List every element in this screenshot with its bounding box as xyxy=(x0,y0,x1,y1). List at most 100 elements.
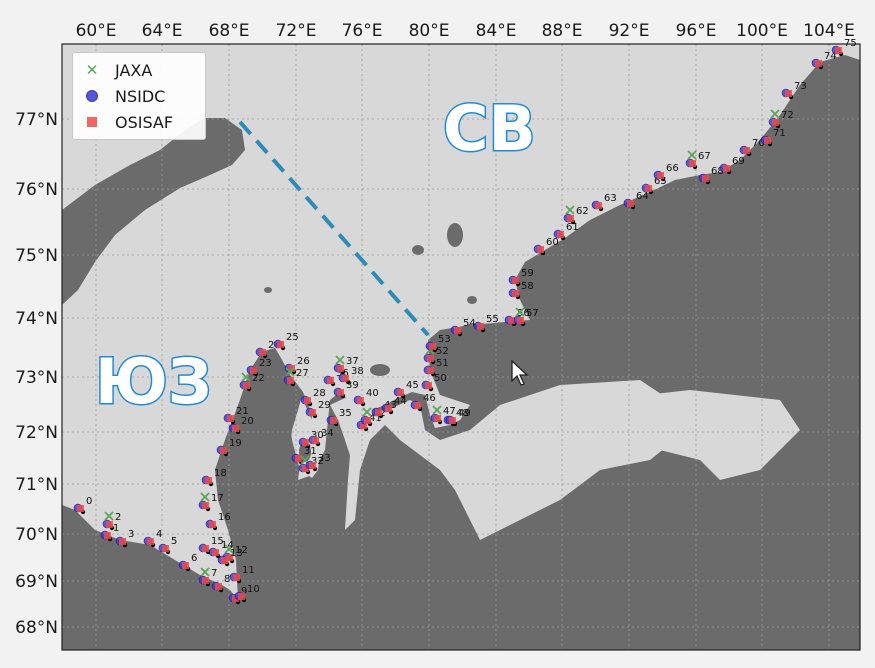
station-number-label: 31 xyxy=(304,446,317,457)
jaxa-marker xyxy=(362,407,372,417)
osisaf-marker xyxy=(302,465,309,472)
osisaf-marker xyxy=(427,367,434,374)
station-number-label: 21 xyxy=(236,406,249,417)
osisaf-marker xyxy=(147,538,154,545)
station-number-label: 58 xyxy=(521,281,534,292)
osisaf-marker xyxy=(232,425,239,432)
station-number-label: 38 xyxy=(351,366,364,377)
station-number-label: 65 xyxy=(654,176,667,187)
osisaf-marker xyxy=(312,437,319,444)
jaxa-marker xyxy=(285,367,295,377)
station-number-label: 71 xyxy=(773,128,786,139)
osisaf-marker xyxy=(243,382,250,389)
osisaf-marker xyxy=(537,246,544,253)
river-estuary xyxy=(520,390,800,480)
station-number-label: 57 xyxy=(526,308,539,319)
station-number-label: 75 xyxy=(844,38,857,49)
island xyxy=(370,364,390,376)
station-number-label: 70 xyxy=(752,138,765,149)
osisaf-marker xyxy=(567,215,574,222)
station-number-label: 56 xyxy=(517,308,530,319)
osisaf-marker xyxy=(106,521,113,528)
station-number-label: 6 xyxy=(191,553,197,564)
station-number-label: 12 xyxy=(235,545,248,556)
osisaf-marker xyxy=(212,549,219,556)
island xyxy=(654,205,666,211)
station-number-label: 9 xyxy=(241,586,247,597)
osisaf-marker xyxy=(233,574,240,581)
station-number-label: 25 xyxy=(286,332,299,343)
station-number-label: 67 xyxy=(698,151,711,162)
station-number-label: 73 xyxy=(794,81,807,92)
lat-tick-label: 70°N xyxy=(15,525,58,545)
station-number-label: 55 xyxy=(486,314,499,325)
station-number-label: 66 xyxy=(666,163,679,174)
jaxa-marker xyxy=(200,567,210,577)
jaxa-marker xyxy=(687,150,697,160)
station-number-label: 3 xyxy=(128,529,134,540)
osisaf-marker xyxy=(835,47,842,54)
osisaf-marker xyxy=(595,202,602,209)
lon-tick-label: 68°E xyxy=(209,21,250,41)
osisaf-marker xyxy=(327,377,334,384)
lat-tick-label: 68°N xyxy=(15,618,58,638)
station-number-label: 23 xyxy=(259,358,272,369)
lon-tick-label: 60°E xyxy=(76,21,117,41)
osisaf-marker xyxy=(209,521,216,528)
jaxa-marker xyxy=(104,511,114,521)
osisaf-marker xyxy=(302,439,309,446)
station-number-label: 1 xyxy=(113,523,119,534)
station-number-label: 48 xyxy=(456,408,469,419)
legend-item-osisaf: OSISAF xyxy=(81,111,173,133)
osisaf-marker xyxy=(221,557,228,564)
lat-tick-label: 76°N xyxy=(15,180,58,200)
osisaf-marker xyxy=(104,532,111,539)
station-number-label: 11 xyxy=(242,565,255,576)
osisaf-marker xyxy=(772,119,779,126)
lat-tick-label: 72°N xyxy=(15,423,58,443)
lon-tick-label: 104°E xyxy=(803,21,855,41)
osisaf-marker xyxy=(162,545,169,552)
station-number-label: 4 xyxy=(156,529,162,540)
osisaf-marker xyxy=(508,317,515,324)
station-number-label: 46 xyxy=(423,393,436,404)
station-number-label: 27 xyxy=(296,368,309,379)
osisaf-marker xyxy=(627,200,634,207)
jaxa-marker xyxy=(200,492,210,502)
osisaf-marker xyxy=(385,405,392,412)
osisaf-marker xyxy=(357,397,364,404)
osisaf-marker xyxy=(238,593,245,600)
square-icon xyxy=(81,111,103,133)
osisaf-marker xyxy=(645,185,652,192)
osisaf-marker xyxy=(77,505,84,512)
legend-label-nsidc: NSIDC xyxy=(115,86,166,106)
osisaf-marker xyxy=(657,172,664,179)
lon-tick-label: 92°E xyxy=(609,21,650,41)
osisaf-marker xyxy=(689,160,696,167)
station-number-label: 72 xyxy=(781,110,794,121)
island xyxy=(447,223,463,247)
osisaf-marker xyxy=(220,447,227,454)
island xyxy=(264,287,272,293)
osisaf-marker xyxy=(512,290,519,297)
osisaf-marker xyxy=(259,349,266,356)
osisaf-marker xyxy=(309,462,316,469)
station-number-label: 15 xyxy=(211,536,224,547)
legend-label-jaxa: JAXA xyxy=(115,60,153,80)
station-number-label: 32 xyxy=(311,456,324,467)
jaxa-marker xyxy=(432,405,442,415)
yamal-peninsula xyxy=(215,348,303,480)
station-number-label: 50 xyxy=(434,373,447,384)
station-number-label: 52 xyxy=(436,346,449,357)
osisaf-marker xyxy=(425,382,432,389)
lon-tick-label: 84°E xyxy=(476,21,517,41)
station-number-label: 7 xyxy=(211,568,217,579)
legend-item-nsidc: NSIDC xyxy=(81,85,165,107)
osisaf-marker xyxy=(119,538,126,545)
station-number-label: 18 xyxy=(214,468,227,479)
legend-label-osisaf: OSISAF xyxy=(115,112,174,132)
station-number-label: 59 xyxy=(521,268,534,279)
station-number-label: 0 xyxy=(86,496,92,507)
station-number-label: 29 xyxy=(318,400,331,411)
osisaf-marker xyxy=(449,417,456,424)
